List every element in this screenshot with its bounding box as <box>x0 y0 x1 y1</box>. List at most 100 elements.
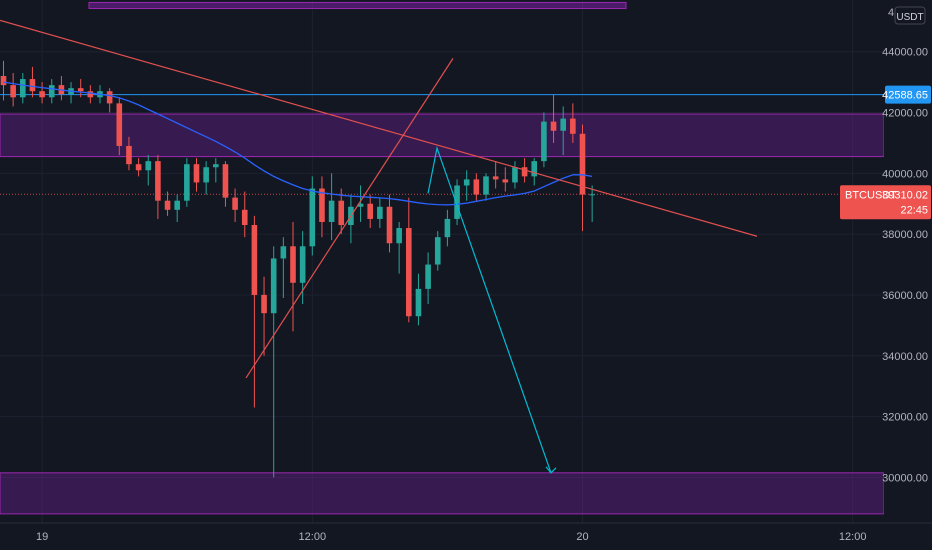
price-tick-label: 40000.00 <box>882 168 928 180</box>
price-tick-label: 42000.00 <box>882 108 928 120</box>
candle <box>367 203 373 219</box>
time-tick-label: 20 <box>576 531 588 543</box>
candle <box>299 246 306 283</box>
candle <box>357 203 364 207</box>
candle <box>309 188 316 247</box>
candle <box>29 79 36 92</box>
currency-badge <box>894 6 926 25</box>
candle <box>261 294 267 314</box>
ascending-trendline <box>245 58 454 379</box>
candle <box>20 79 26 98</box>
candle <box>531 161 538 177</box>
candle <box>502 179 509 183</box>
current-price-text: 39310.02 <box>882 189 928 201</box>
price-tick-label: 36000.00 <box>882 290 928 302</box>
trend-lines <box>0 19 758 474</box>
candle <box>145 161 152 171</box>
price-tick-label: 4 <box>888 7 894 19</box>
price-axis[interactable]: 44000.00 42000.00 40000.00 38000.00 36000.00… <box>882 0 932 550</box>
candle <box>174 200 180 210</box>
candle <box>193 164 200 183</box>
candle <box>473 179 480 195</box>
candle <box>0 76 7 86</box>
level-price-tag <box>885 85 931 104</box>
time-tick-label: 19 <box>36 531 48 543</box>
zone-band <box>0 472 885 515</box>
candle <box>164 200 171 210</box>
price-tick-label: 34000.00 <box>882 351 928 363</box>
candle <box>319 188 325 222</box>
candle <box>425 264 431 289</box>
grid <box>0 0 884 523</box>
candle <box>106 91 113 104</box>
price-tick-label: 32000.00 <box>882 412 928 424</box>
candle <box>251 225 258 295</box>
candle <box>550 121 557 131</box>
candle <box>280 246 287 259</box>
projection-arrowhead <box>545 466 557 474</box>
price-tick-label: 30000.00 <box>882 472 928 484</box>
candle <box>444 218 451 238</box>
drawing-lines <box>0 94 884 195</box>
current-price-tag <box>840 185 931 220</box>
zone-band <box>0 113 885 158</box>
zone-bands <box>0 1 885 515</box>
price-tick-label: 44000.00 <box>882 47 928 59</box>
candle <box>415 288 422 317</box>
candle <box>463 179 470 186</box>
zone-band <box>88 1 627 10</box>
candle <box>10 85 16 98</box>
level-price-text: 42588.65 <box>882 90 928 102</box>
moving-average <box>3 81 593 206</box>
candle <box>155 161 161 201</box>
candle <box>589 194 595 196</box>
symbol-text: BTCUSDT <box>845 189 897 201</box>
descending-trendline <box>0 19 758 237</box>
price-axis-background <box>884 0 932 550</box>
currency-label: USDT <box>896 12 923 23</box>
price-tick-label: 38000.00 <box>882 229 928 241</box>
candle <box>396 228 402 244</box>
candle <box>135 164 142 171</box>
time-axis-background <box>0 523 932 550</box>
candle <box>213 164 219 168</box>
candle <box>241 209 248 226</box>
candle <box>328 200 335 222</box>
candle <box>512 167 518 183</box>
candle <box>483 176 489 195</box>
candle <box>541 121 547 162</box>
candle <box>454 185 460 219</box>
candle <box>579 133 586 195</box>
candle <box>492 176 499 180</box>
candle <box>232 197 238 210</box>
candle <box>77 88 84 92</box>
time-tick-label: 12:00 <box>299 531 327 543</box>
candle <box>338 200 345 226</box>
projection-path <box>427 145 552 473</box>
candle <box>203 167 209 183</box>
candle <box>434 237 441 265</box>
candle <box>270 258 277 314</box>
candle <box>222 164 229 198</box>
candle <box>377 206 383 219</box>
time-tick-label: 12:00 <box>839 531 867 543</box>
candle <box>406 228 412 317</box>
countdown-text: 22:45 <box>900 204 928 216</box>
ma-line <box>3 81 593 206</box>
candle <box>39 91 45 98</box>
candle <box>116 103 123 146</box>
candle <box>184 164 190 201</box>
candle <box>570 118 576 134</box>
candle <box>560 118 566 131</box>
candle <box>386 206 393 244</box>
candle <box>87 91 94 98</box>
candle <box>521 167 528 177</box>
candle <box>290 246 296 283</box>
candle <box>126 145 132 165</box>
candle <box>48 85 55 98</box>
